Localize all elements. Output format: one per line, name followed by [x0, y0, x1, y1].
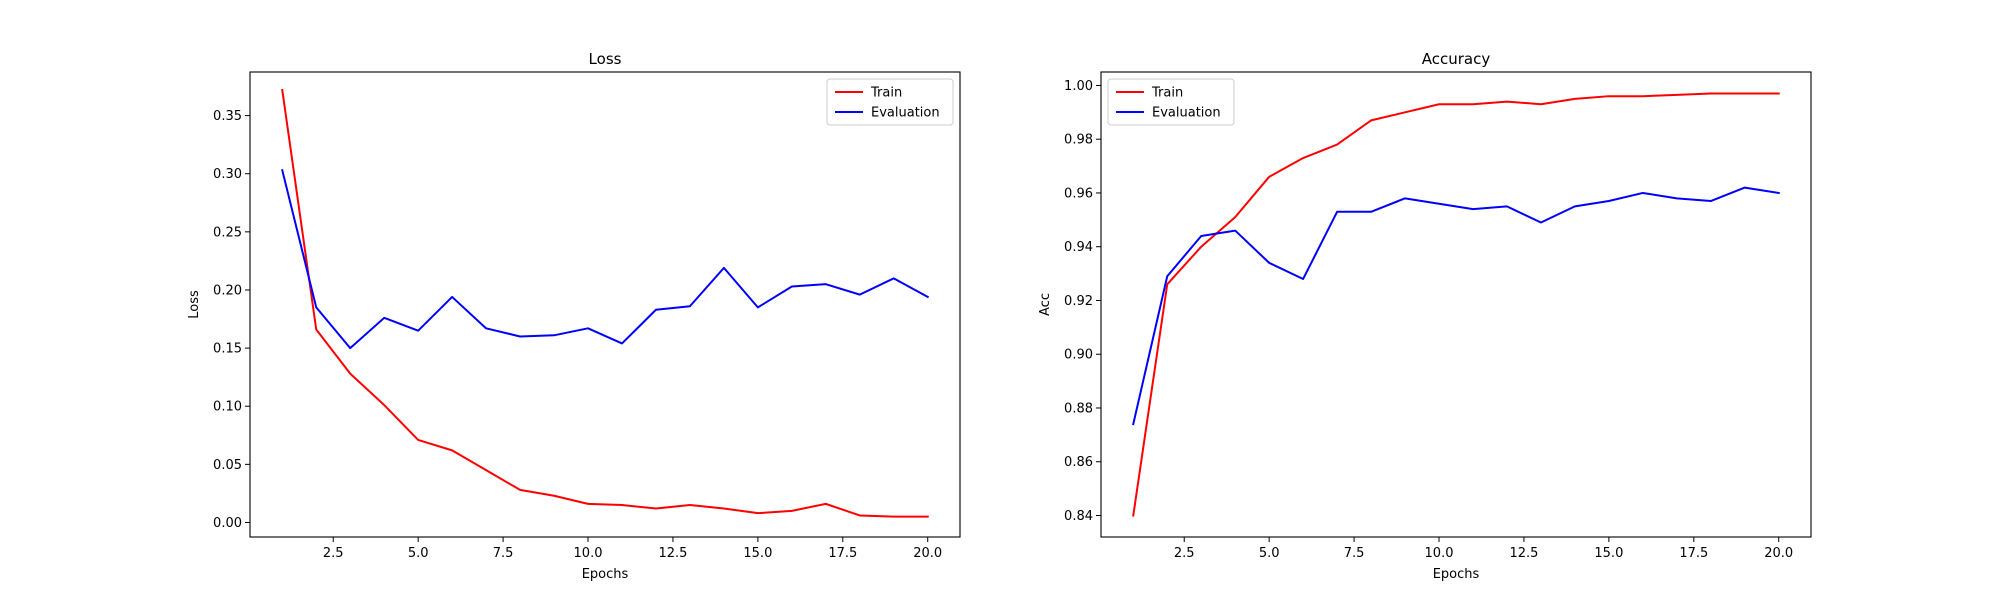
loss-y-axis-label: Loss — [187, 290, 202, 319]
loss-chart: 2.5 5.0 7.5 10.0 12.5 15.0 17.5 20.0 0.00 0.05 0.1… — [187, 50, 961, 582]
loss-x-tick-label: 2.5 — [323, 546, 344, 561]
accuracy-legend-label-train: Train — [1151, 86, 1183, 101]
loss-y-tick-label: 0.25 — [213, 225, 242, 240]
loss-series-train-line — [281, 88, 929, 518]
loss-x-tick-label: 20.0 — [913, 546, 942, 561]
accuracy-x-tick-label: 15.0 — [1594, 546, 1623, 561]
loss-legend-box — [826, 78, 954, 126]
loss-y-tick-label: 0.35 — [213, 109, 242, 124]
accuracy-chart: 2.5 5.0 7.5 10.0 12.5 15.0 17.5 20.0 0.84 0.86 0.8… — [1038, 50, 1812, 582]
accuracy-x-tick-label: 7.5 — [1344, 546, 1365, 561]
loss-y-tick-label: 0.20 — [213, 283, 242, 298]
loss-y-tick-label: 0.30 — [213, 167, 242, 182]
accuracy-x-tick-label: 12.5 — [1509, 546, 1538, 561]
loss-x-tick-label: 15.0 — [743, 546, 772, 561]
accuracy-legend-label-evaluation: Evaluation — [1152, 106, 1221, 121]
loss-x-tick-label: 10.0 — [574, 546, 603, 561]
loss-y-tick-label: 0.15 — [213, 342, 242, 357]
accuracy-legend: Train Evaluation — [1107, 78, 1235, 126]
accuracy-x-tick-label: 17.5 — [1679, 546, 1708, 561]
accuracy-x-tick-label: 5.0 — [1259, 546, 1280, 561]
loss-legend: Train Evaluation — [826, 78, 954, 126]
accuracy-y-axis-label: Acc — [1038, 293, 1053, 316]
loss-x-tick-label: 5.0 — [408, 546, 429, 561]
accuracy-y-tick-label: 0.88 — [1064, 401, 1093, 416]
loss-y-tick-label: 0.10 — [213, 400, 242, 415]
accuracy-y-tick-label: 0.84 — [1064, 509, 1093, 524]
accuracy-y-tick-label: 0.92 — [1064, 294, 1093, 309]
loss-x-axis-label: Epochs — [582, 567, 629, 582]
loss-y-tick-label: 0.00 — [213, 516, 242, 531]
accuracy-series-evaluation-line — [1132, 186, 1780, 426]
accuracy-x-tick-label: 2.5 — [1174, 546, 1195, 561]
loss-legend-label-train: Train — [870, 86, 902, 101]
accuracy-y-tick-label: 1.00 — [1064, 79, 1093, 94]
loss-x-tick-label: 17.5 — [828, 546, 857, 561]
accuracy-x-tick-label: 20.0 — [1764, 546, 1793, 561]
accuracy-series-train-line — [1132, 92, 1780, 517]
accuracy-x-tick-label: 10.0 — [1425, 546, 1454, 561]
loss-plot-frame — [249, 71, 961, 538]
loss-x-tick-label: 12.5 — [658, 546, 687, 561]
accuracy-x-axis-label: Epochs — [1433, 567, 1480, 582]
loss-x-tick-label: 7.5 — [493, 546, 514, 561]
accuracy-y-tick-label: 0.90 — [1064, 348, 1093, 363]
accuracy-plot-frame — [1100, 71, 1812, 538]
accuracy-y-tick-label: 0.98 — [1064, 133, 1093, 148]
accuracy-chart-title: Accuracy — [1422, 50, 1491, 68]
accuracy-y-tick-label: 0.96 — [1064, 186, 1093, 201]
accuracy-y-tick-label: 0.94 — [1064, 240, 1093, 255]
accuracy-legend-box — [1107, 78, 1235, 126]
accuracy-y-tick-label: 0.86 — [1064, 455, 1093, 470]
loss-chart-title: Loss — [589, 50, 622, 68]
loss-series-evaluation-line — [281, 169, 930, 350]
loss-legend-label-evaluation: Evaluation — [871, 106, 940, 121]
loss-y-tick-label: 0.05 — [213, 458, 242, 473]
